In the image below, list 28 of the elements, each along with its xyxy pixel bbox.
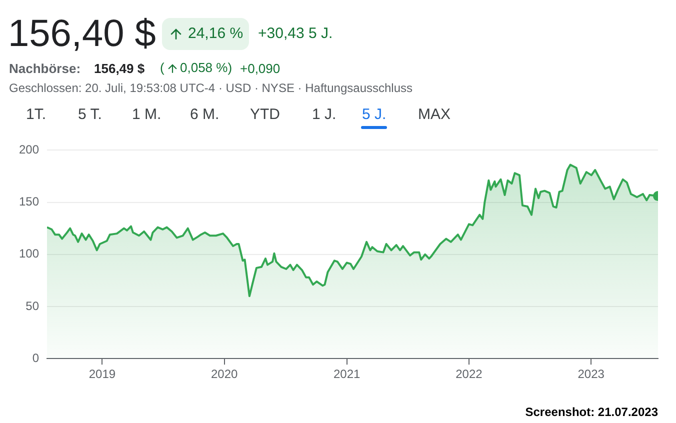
text: 6 M. [190,106,220,123]
text: MAX [418,106,451,123]
y-tick-label: 100 [18,246,40,261]
x-tick-label: 2023 [578,367,605,382]
text: Nachbörse: [9,61,81,76]
x-tick-label: 2021 [333,367,360,382]
text: YTD [250,106,280,123]
text: 156,49 $ [94,61,145,76]
text: 1 M. [132,106,162,123]
text: 5 J. [362,106,386,123]
y-tick-label: 150 [18,194,40,209]
chart-title: 156,40 $ [8,12,156,56]
y-tick-label: 200 [18,142,40,157]
text: 1 J. [312,106,336,123]
text: 1T. [26,106,46,123]
text: Screenshot: 21.07.2023 [525,405,658,419]
text: ( [160,60,164,75]
text: 24,16 % [188,24,244,44]
x-tick-label: 2019 [88,367,116,382]
text: 0,058 %) [180,60,232,75]
text: +0,090 [240,61,280,76]
y-tick-label: 50 [26,298,40,313]
text: +30,43 5 J. [258,25,333,42]
x-tick-label: 2020 [210,367,238,382]
text: 5 T. [78,106,102,123]
x-tick-label: 2022 [456,367,483,382]
y-tick-label: 0 [32,350,40,365]
text: Geschlossen: 20. Juli, 19:53:08 UTC-4 · USD · NYSE · Haftungsausschluss [9,81,412,95]
